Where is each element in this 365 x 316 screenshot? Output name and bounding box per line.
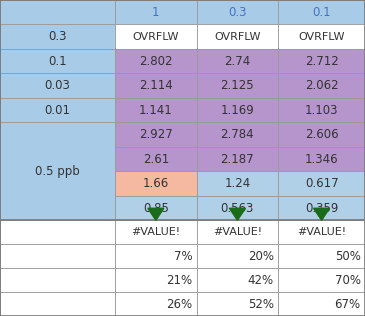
- Text: 1.24: 1.24: [224, 177, 250, 190]
- Text: #VALUE!: #VALUE!: [131, 227, 180, 237]
- Bar: [115, 171, 197, 196]
- Bar: [197, 49, 278, 73]
- Polygon shape: [148, 208, 164, 220]
- Bar: [0, 73, 115, 98]
- Text: 2.062: 2.062: [305, 79, 338, 92]
- Bar: [197, 220, 278, 244]
- Text: #VALUE!: #VALUE!: [297, 227, 346, 237]
- Bar: [197, 268, 278, 292]
- Bar: [0, 220, 115, 244]
- Bar: [197, 0, 278, 24]
- Text: OVRFLW: OVRFLW: [298, 32, 345, 42]
- Bar: [197, 98, 278, 122]
- Bar: [115, 292, 197, 316]
- Text: 1.169: 1.169: [220, 104, 254, 117]
- Bar: [197, 122, 278, 147]
- Bar: [197, 244, 278, 268]
- Bar: [197, 24, 278, 49]
- Bar: [278, 24, 365, 49]
- Text: 2.114: 2.114: [139, 79, 173, 92]
- Text: 2.74: 2.74: [224, 55, 250, 68]
- Bar: [0, 122, 115, 220]
- Bar: [115, 98, 197, 122]
- Text: OVRFLW: OVRFLW: [214, 32, 261, 42]
- Bar: [278, 220, 365, 244]
- Bar: [115, 24, 197, 49]
- Bar: [0, 292, 115, 316]
- Text: 2.61: 2.61: [143, 153, 169, 166]
- Bar: [115, 220, 197, 244]
- Text: 0.5 ppb: 0.5 ppb: [35, 165, 80, 178]
- Bar: [0, 24, 115, 49]
- Text: 2.125: 2.125: [220, 79, 254, 92]
- Text: #VALUE!: #VALUE!: [213, 227, 262, 237]
- Bar: [197, 292, 278, 316]
- Bar: [278, 147, 365, 171]
- Text: 52%: 52%: [248, 298, 274, 311]
- Bar: [278, 98, 365, 122]
- Bar: [115, 268, 197, 292]
- Text: 21%: 21%: [166, 274, 192, 287]
- Text: 1.103: 1.103: [305, 104, 338, 117]
- Text: 0.85: 0.85: [143, 202, 169, 215]
- Bar: [115, 122, 197, 147]
- Text: 26%: 26%: [166, 298, 192, 311]
- Bar: [0, 49, 115, 73]
- Text: 2.784: 2.784: [220, 128, 254, 141]
- Bar: [115, 244, 197, 268]
- Polygon shape: [230, 208, 246, 220]
- Bar: [197, 147, 278, 171]
- Text: 70%: 70%: [335, 274, 361, 287]
- Bar: [0, 98, 115, 122]
- Bar: [115, 0, 197, 24]
- Bar: [278, 122, 365, 147]
- Bar: [197, 73, 278, 98]
- Text: 2.606: 2.606: [305, 128, 338, 141]
- Bar: [278, 49, 365, 73]
- Text: 67%: 67%: [334, 298, 361, 311]
- Bar: [115, 49, 197, 73]
- Bar: [0, 268, 115, 292]
- Text: 0.617: 0.617: [305, 177, 338, 190]
- Text: 0.563: 0.563: [221, 202, 254, 215]
- Text: 0.1: 0.1: [312, 6, 331, 19]
- Text: 7%: 7%: [174, 250, 192, 263]
- Bar: [197, 171, 278, 196]
- Text: 20%: 20%: [248, 250, 274, 263]
- Text: 0.1: 0.1: [48, 55, 67, 68]
- Bar: [278, 73, 365, 98]
- Text: OVRFLW: OVRFLW: [132, 32, 179, 42]
- Bar: [278, 0, 365, 24]
- Text: 0.3: 0.3: [48, 30, 67, 43]
- Bar: [278, 244, 365, 268]
- Bar: [278, 292, 365, 316]
- Text: 1: 1: [152, 6, 160, 19]
- Bar: [115, 147, 197, 171]
- Text: 42%: 42%: [247, 274, 274, 287]
- Text: 2.187: 2.187: [220, 153, 254, 166]
- Text: 0.359: 0.359: [305, 202, 338, 215]
- Text: 1.66: 1.66: [143, 177, 169, 190]
- Text: 2.927: 2.927: [139, 128, 173, 141]
- Text: 2.712: 2.712: [305, 55, 338, 68]
- Bar: [0, 0, 115, 24]
- Text: 2.802: 2.802: [139, 55, 173, 68]
- Bar: [278, 171, 365, 196]
- Bar: [0, 244, 115, 268]
- Bar: [278, 268, 365, 292]
- Text: 1.346: 1.346: [305, 153, 338, 166]
- Bar: [278, 196, 365, 220]
- Polygon shape: [314, 208, 330, 220]
- Bar: [115, 196, 197, 220]
- Text: 1.141: 1.141: [139, 104, 173, 117]
- Bar: [197, 196, 278, 220]
- Text: 0.3: 0.3: [228, 6, 247, 19]
- Bar: [115, 73, 197, 98]
- Text: 0.01: 0.01: [45, 104, 70, 117]
- Text: 50%: 50%: [335, 250, 361, 263]
- Text: 0.03: 0.03: [45, 79, 70, 92]
